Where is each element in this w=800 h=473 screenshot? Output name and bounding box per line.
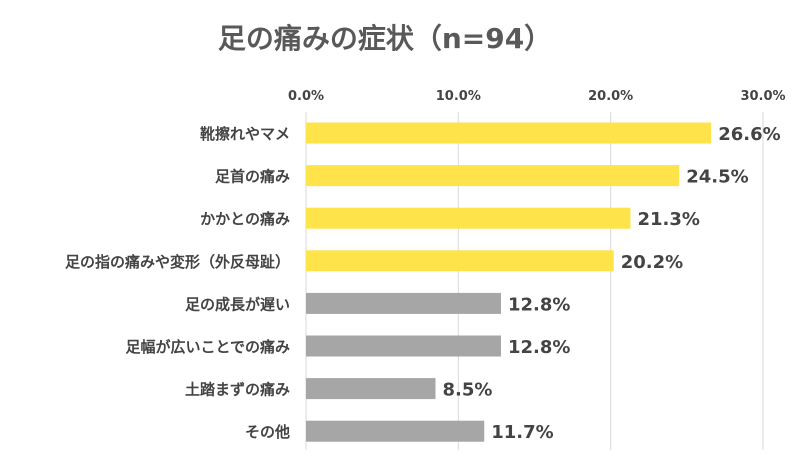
gridlines [305,112,764,450]
value-label: 8.5% [442,380,492,401]
x-tick-label: 10.0% [436,89,481,104]
value-label: 12.8% [508,337,570,358]
bar [306,122,712,144]
x-tick-label: 30.0% [740,89,785,104]
value-label: 12.8% [508,294,570,315]
bar [306,165,680,187]
category-label: 足幅が広いことでの痛み [125,338,290,356]
bar [306,335,501,357]
bar [306,378,436,400]
category-label: 足首の痛み [215,168,290,186]
value-label: 26.6% [718,124,780,145]
value-label: 11.7% [491,422,553,443]
bars [306,122,712,442]
bar [306,420,485,442]
value-label: 24.5% [686,167,748,188]
value-labels: 26.6% 24.5% 21.3% 20.2% 12.8% 12.8% 8.5% 11.7% [442,124,780,443]
category-label: 土踏まずの痛み [185,381,290,399]
category-label: 足の成長が遅い [185,295,290,313]
category-label: 足の指の痛みや変形（外反母趾） [65,253,290,271]
bar [306,292,501,314]
value-label: 20.2% [621,252,683,273]
x-axis-tick-labels: 0.0% 10.0% 20.0% 30.0% [288,89,786,104]
bar [306,207,631,229]
bar [306,250,614,272]
category-label: 靴擦れやマメ [200,125,290,143]
x-tick-label: 0.0% [288,89,324,104]
category-label: かかとの痛み [200,210,290,228]
category-label: その他 [245,423,290,441]
x-tick-label: 20.0% [588,89,633,104]
chart-title: 足の痛みの症状（n=94） [218,22,552,55]
value-label: 21.3% [637,209,699,230]
